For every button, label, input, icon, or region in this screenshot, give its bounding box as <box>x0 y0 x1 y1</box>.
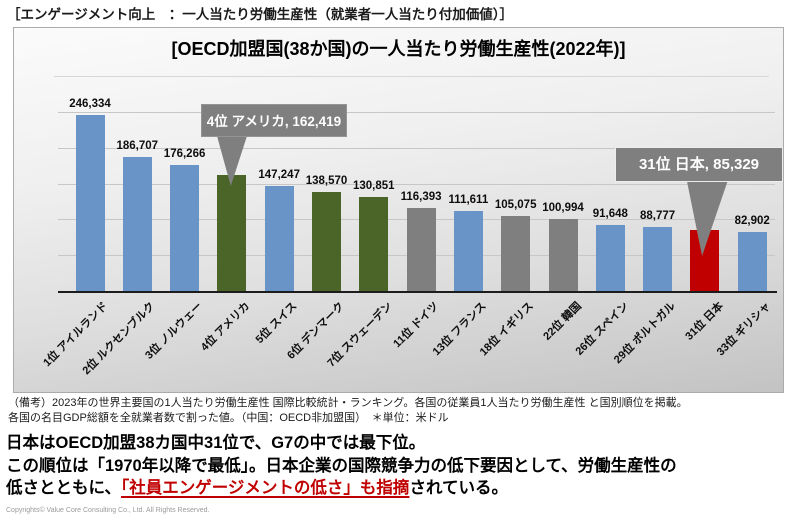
value-label: 111,611 <box>448 194 489 206</box>
x-axis-baseline <box>58 291 777 293</box>
category-label: 22位 韓国 <box>540 300 584 343</box>
value-label: 91,648 <box>592 208 628 220</box>
gridline <box>58 112 775 113</box>
value-label: 130,851 <box>353 180 395 192</box>
bar-26位 スペイン <box>595 225 625 291</box>
category-label: 31位 日本 <box>682 300 726 343</box>
page-title: ［エンゲージメント向上 ：一人当たり労働生産性（就業者一人当たり付加価値）］ <box>7 7 513 22</box>
bar-11位 ドイツ <box>406 208 436 291</box>
summary-line-3-suffix: されている。 <box>409 479 508 497</box>
bar-3位 ノルウェー <box>170 165 200 291</box>
bar-18位 イギリス <box>501 216 531 291</box>
bar-7位 スウェーデン <box>359 197 389 291</box>
title-separator <box>54 76 769 77</box>
category-label: 4位 アメリカ <box>199 300 253 354</box>
bar-29位 ポルトガル <box>643 227 673 291</box>
chart-notes: （備考）2023年の世界主要国の1人当たり労働生産性 国際比較統計・ランキング。… <box>8 396 798 425</box>
bar-22位 韓国 <box>548 219 578 291</box>
summary-line-2: この順位は「1970年以降で最低」。日本企業の国際競争力の低下要因として、労働生… <box>6 456 677 475</box>
bar-13位 フランス <box>453 211 483 291</box>
gridline <box>58 147 775 149</box>
plot-area: 246,334 1位 アイルランド 186,707 2位 ルクセンブルク 176,266… <box>14 28 783 392</box>
copyright-text: Copyrights© Value Core Consulting Co., L… <box>6 507 210 514</box>
bar-33位 ギリシャ <box>737 232 767 291</box>
bar-4位 アメリカ <box>217 175 247 291</box>
value-label: 186,707 <box>116 140 159 152</box>
gridline <box>58 183 775 185</box>
chart-panel: [OECD加盟国(38か国)の一人当たり労働生産性(2022年)] 246,33… <box>13 27 784 393</box>
summary-line-3: 低さとともに、「社員エンゲージメントの低さ」も指摘されている。 <box>6 477 798 500</box>
value-label: 82,902 <box>734 215 770 227</box>
value-label: 176,266 <box>163 148 206 160</box>
summary-line-3-prefix: 低さとともに、 <box>6 479 122 497</box>
bar-2位 ルクセンブルク <box>122 157 152 291</box>
summary-highlight: 「社員エンゲージメントの低さ」も指摘 <box>121 479 410 497</box>
bar-1位 アイルランド <box>75 115 105 291</box>
bar-5位 スイス <box>264 186 294 291</box>
value-label: 88,777 <box>640 210 676 222</box>
notes-line-2: 各国の名目GDP総額を全就業者数で割った値。（中国：OECD非加盟国） ＊単位：… <box>8 411 449 424</box>
bar-6位 デンマーク <box>312 192 341 291</box>
notes-line-1: （備考）2023年の世界主要国の1人当たり労働生産性 国際比較統計・ランキング。… <box>8 397 688 409</box>
value-label: 105,075 <box>494 199 537 211</box>
value-label: 100,994 <box>542 202 584 214</box>
summary-text: 日本はOECD加盟38カ国中31位で、G7の中では最下位。 この順位は「1970… <box>6 432 798 500</box>
value-label: 138,570 <box>305 175 348 187</box>
value-label: 147,247 <box>258 169 300 181</box>
value-label: 116,393 <box>400 191 442 203</box>
summary-line-1: 日本はOECD加盟38カ国中31位で、G7の中では最下位。 <box>6 434 426 452</box>
callout-america: 4位 アメリカ, 162,419 <box>201 104 347 137</box>
value-label: 246,334 <box>69 98 111 110</box>
chart-title: [OECD加盟国(38か国)の一人当たり労働生産性(2022年)] <box>171 39 626 59</box>
callout-japan: 31位 日本, 85,329 <box>615 147 783 182</box>
